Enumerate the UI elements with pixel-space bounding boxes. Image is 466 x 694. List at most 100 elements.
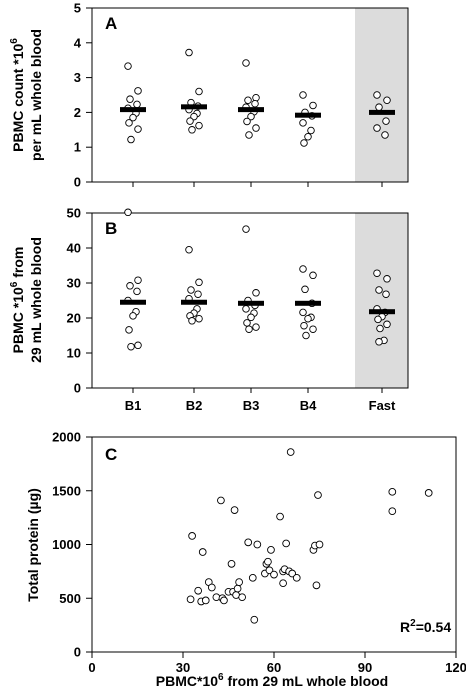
panel-c-point <box>314 491 322 499</box>
panel-a-marks <box>120 48 395 147</box>
panel-c-point <box>312 581 321 590</box>
panel-b-y-tick-label: 50 <box>67 206 81 221</box>
panel-a-point <box>307 126 315 135</box>
panel-a-point <box>373 124 381 132</box>
panel-b-mean-bar <box>238 300 264 306</box>
panel-c-point <box>227 559 236 568</box>
panel-b-point <box>133 287 141 296</box>
panel-c-point <box>286 448 295 456</box>
panel-a-point <box>125 119 133 127</box>
panel-c-point <box>194 586 203 595</box>
panel-a-point <box>127 135 135 144</box>
panel-b-point <box>129 312 137 320</box>
panel-a-point <box>381 131 389 139</box>
panel-b-point <box>245 325 253 333</box>
panel-a-point <box>134 125 142 133</box>
panel-a-frame <box>91 7 409 183</box>
panel-b-point <box>124 208 132 217</box>
panel-b-mean-bar <box>181 299 207 305</box>
panel-a-mean-bar <box>369 109 395 115</box>
panel-a-point <box>195 87 203 96</box>
panel-c-y-tick-label: 500 <box>59 591 81 606</box>
panel-c-xlabel-prefix: PBMC*10 <box>156 673 218 689</box>
panel-a-y-tick-label: 4 <box>74 35 82 50</box>
panel-a-y-tick-label: 1 <box>74 140 81 155</box>
panel-b-point <box>127 342 135 351</box>
panel-c-point <box>233 584 242 593</box>
panel-c-y-tick-label: 0 <box>74 645 81 660</box>
panel-b-point <box>134 276 142 284</box>
panel-c-point <box>264 557 272 566</box>
panel-b-mean-bar <box>120 299 146 305</box>
panel-c-r2-sup: 2 <box>410 618 416 629</box>
panel-c-point <box>282 539 290 548</box>
panel-c-point <box>267 546 275 554</box>
panel-b-ylabel: PBMC *106 from <box>9 247 26 354</box>
panel-c-x-tick-label: 30 <box>176 660 190 675</box>
panel-a-y-tick-label: 3 <box>74 70 81 85</box>
panel-c: C Total protein (µg) PBMC*106 from 29 mL… <box>25 430 466 690</box>
panel-b-ylabel-line2: 29 mL whole blood <box>28 237 44 363</box>
panel-c-point <box>230 506 239 514</box>
panel-a-y-tick-label: 0 <box>74 175 81 190</box>
panel-b-point <box>187 286 195 294</box>
category-label: B2 <box>186 398 203 413</box>
panel-a-point <box>299 91 307 99</box>
panel-b-ylabel-sup: 6 <box>9 281 20 287</box>
panel-c-xlabel: PBMC*106 from 29 mL whole blood <box>156 672 388 689</box>
panel-c-x-tick-label: 90 <box>358 660 372 675</box>
panel-c-point <box>388 507 397 516</box>
panel-a-mean-bar <box>295 112 321 118</box>
panel-a-point <box>299 119 307 127</box>
panel-b-point <box>125 326 133 334</box>
panel-b-point <box>243 319 251 327</box>
panel-b-point <box>302 331 310 340</box>
panel-b-marks <box>120 208 395 351</box>
panel-b-point <box>304 314 312 323</box>
panel-a-ylabel-sup: 6 <box>9 38 20 44</box>
panel-c-xlabel-tail: from 29 mL whole blood <box>224 673 389 689</box>
panel-b-letter: B <box>105 219 117 238</box>
panel-b-point <box>195 278 203 287</box>
panel-c-point <box>217 496 225 505</box>
panel-b-y-tick-label: 10 <box>67 346 81 361</box>
panel-a-point <box>247 112 255 121</box>
panel-b-point <box>301 285 309 294</box>
panel-b-x-categories: B1 B2 B3 B4 Fast <box>125 398 396 413</box>
panel-a-point <box>304 133 312 141</box>
panel-a-y-ticks: 0 1 2 3 4 5 <box>74 1 383 190</box>
panel-a-mean-bar <box>120 107 146 113</box>
panel-b-point <box>383 320 391 329</box>
panel-c-point <box>424 489 433 497</box>
panel-b-point <box>126 282 134 290</box>
panel-c-r2-prefix: R <box>400 619 410 635</box>
panel-c-y-tick-label: 2000 <box>52 430 81 445</box>
panel-c-point <box>201 596 210 605</box>
panel-c-point <box>292 573 301 582</box>
panel-a-y-tick-label: 2 <box>74 105 81 120</box>
panel-c-point <box>315 540 324 549</box>
panel-a-point <box>186 117 194 125</box>
panel-b-point <box>252 289 260 297</box>
panel-b-y-ticks: 0 10 20 30 40 50 <box>67 206 383 396</box>
panel-c-marks <box>186 448 433 624</box>
panel-c-point <box>279 579 287 588</box>
category-label: B3 <box>243 398 260 413</box>
panel-b-point <box>299 308 307 317</box>
panel-b-y-tick-label: 20 <box>67 311 81 326</box>
panel-c-ylabel: Total protein (µg) <box>25 488 41 602</box>
panel-a-ylabel-line1: PBMC count *10 <box>10 44 26 152</box>
panel-a-point <box>134 87 142 95</box>
panel-a-point <box>126 95 134 103</box>
panel-c-x-tick-label: 60 <box>267 660 281 675</box>
category-label: Fast <box>369 398 396 413</box>
panel-b-point <box>252 323 260 331</box>
panel-b-point <box>134 341 142 350</box>
panel-b-point <box>300 321 308 330</box>
panel-b-point <box>383 275 391 283</box>
panel-b-point <box>185 245 193 254</box>
category-label: B1 <box>125 398 142 413</box>
panel-b-point <box>309 325 317 333</box>
panel-a-point <box>245 131 253 139</box>
panel-c-point <box>186 595 195 604</box>
